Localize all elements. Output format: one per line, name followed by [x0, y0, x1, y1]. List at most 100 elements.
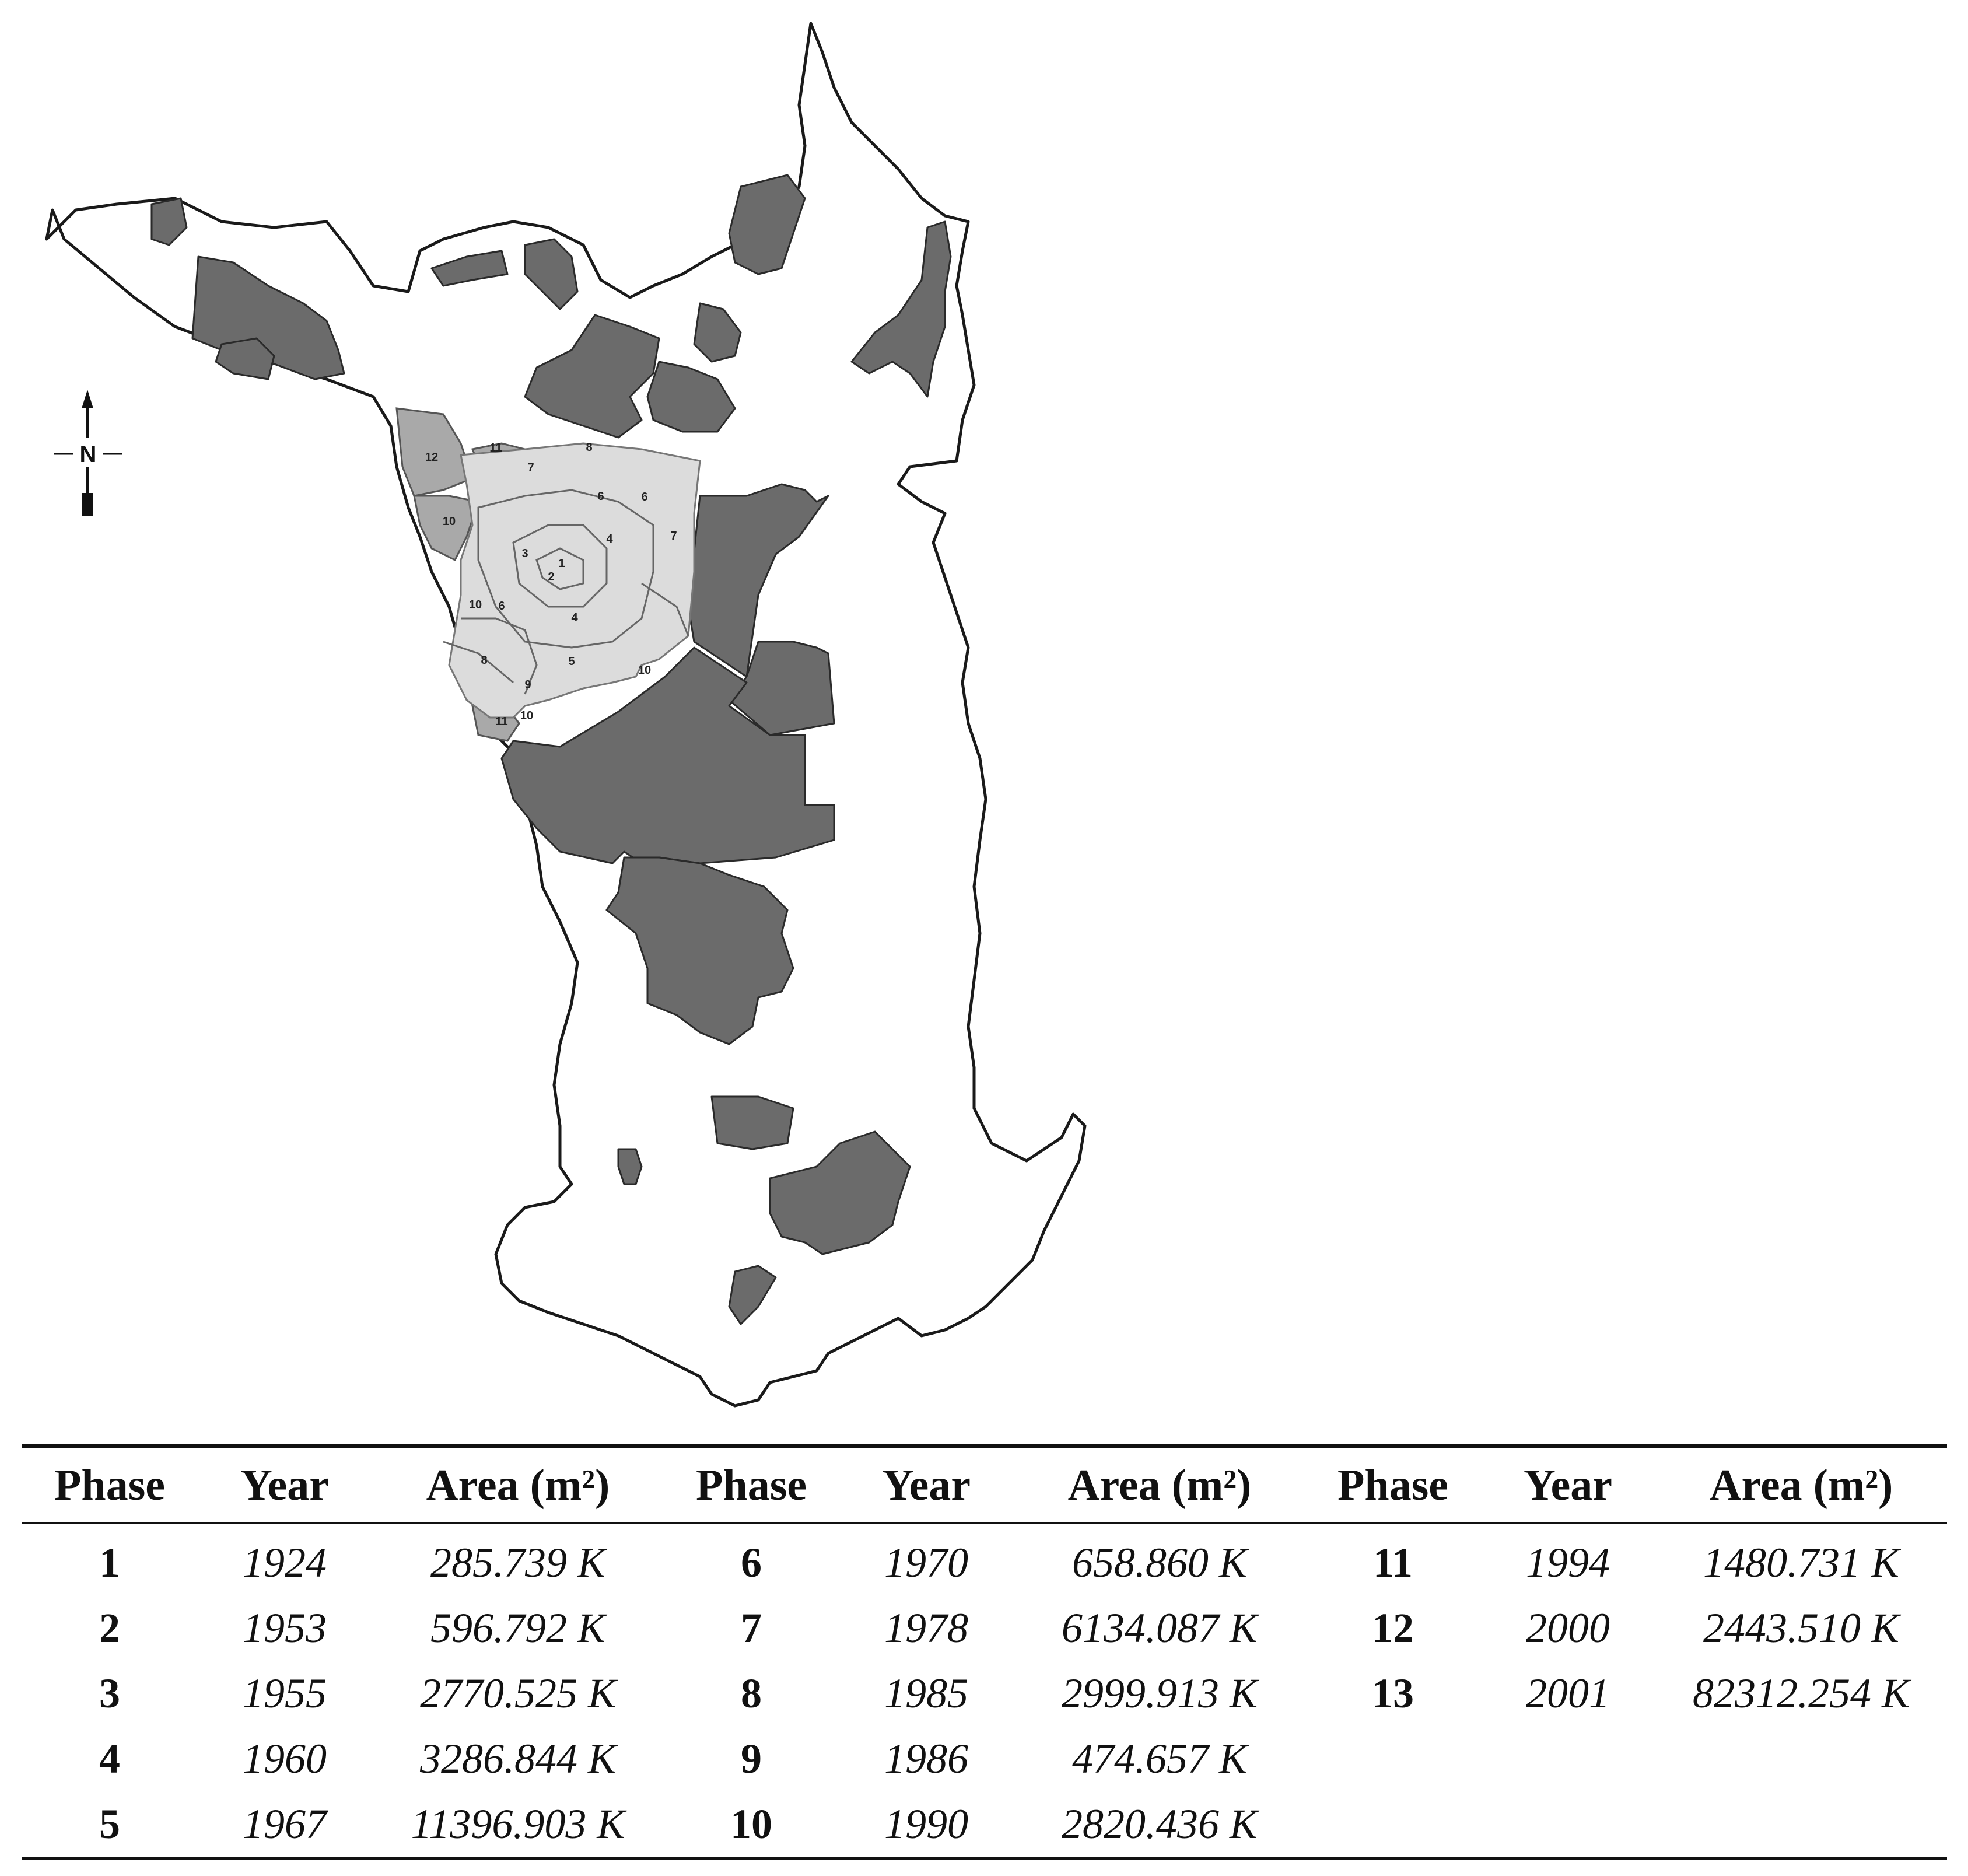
area-cell — [1655, 1791, 1947, 1857]
table-row: 2 1953 596.792 K 7 1978 6134.087 K 12 20… — [22, 1595, 1947, 1661]
map-phase-label: 11 — [489, 442, 502, 454]
phase-cell — [1305, 1726, 1480, 1791]
area-cell: 82312.254 K — [1692, 1670, 1910, 1717]
phase-cell: 4 — [99, 1735, 120, 1782]
map-phase-label: 10 — [469, 598, 482, 611]
phase-13-area — [430, 250, 509, 287]
map-phase-label: 12 — [425, 451, 438, 464]
map-phase-label: 6 — [641, 491, 647, 503]
area-cell: 2820.436 K — [1061, 1800, 1258, 1847]
map-phase-label: 6 — [498, 600, 505, 612]
map-phase-label: 8 — [586, 441, 592, 454]
header-phase: Phase — [1305, 1448, 1480, 1524]
phase-cell: 3 — [99, 1670, 120, 1717]
header-year: Year — [197, 1448, 372, 1524]
phase-13-area — [500, 646, 835, 864]
area-cell: 658.860 K — [1071, 1539, 1248, 1586]
table-header-row: Phase Year Area (m²) Phase Year Area (m²… — [22, 1448, 1947, 1524]
year-cell: 1986 — [884, 1735, 968, 1782]
map-phase-label: 5 — [568, 655, 575, 668]
phase-13-area — [710, 1096, 794, 1150]
map-phase-label: 10 — [443, 515, 456, 528]
year-cell: 2000 — [1526, 1604, 1610, 1651]
phase-13-area — [605, 856, 794, 1045]
table-row: 5 1967 11396.903 K 10 1990 2820.436 K — [22, 1791, 1947, 1857]
area-cell: 3286.844 K — [419, 1735, 617, 1782]
phase-13-area — [524, 238, 579, 310]
map-phase-label: 9 — [524, 678, 531, 691]
phase-core-division — [512, 524, 608, 608]
phase-13-area — [728, 1265, 777, 1325]
year-cell: 1994 — [1526, 1539, 1610, 1586]
map-phase-label: 7 — [670, 530, 677, 542]
phase-13-area — [617, 1148, 643, 1185]
phase-cell: 2 — [99, 1604, 120, 1651]
area-cell: 2443.510 K — [1703, 1604, 1900, 1651]
area-cell: 474.657 K — [1071, 1735, 1248, 1782]
area-cell: 1480.731 K — [1703, 1539, 1900, 1586]
table-row: 4 1960 3286.844 K 9 1986 474.657 K — [22, 1726, 1947, 1791]
phase-cell: 11 — [1372, 1539, 1413, 1586]
map-phase-label: 3 — [521, 547, 528, 560]
phase-13-area — [687, 483, 829, 678]
phase-core-division — [477, 489, 654, 649]
year-cell: 1967 — [243, 1800, 327, 1847]
phase-core-division — [461, 617, 538, 695]
table-row: 3 1955 2770.525 K 8 1985 2999.913 K 13 2… — [22, 1661, 1947, 1726]
phase-10-area — [413, 495, 479, 562]
header-area: Area (m²) — [1655, 1448, 1947, 1524]
phase-cell — [1305, 1791, 1480, 1857]
phase-area-table: Phase Year Area (m²) Phase Year Area (m²… — [22, 1448, 1947, 1857]
phase-7-area — [448, 442, 701, 719]
area-cell: 2999.913 K — [1061, 1670, 1258, 1717]
year-cell: 1978 — [884, 1604, 968, 1651]
header-area: Area (m²) — [372, 1448, 664, 1524]
phase-cell: 13 — [1372, 1670, 1414, 1717]
map-phase-label: 10 — [638, 664, 651, 677]
phase-cell: 12 — [1372, 1604, 1414, 1651]
phase-13-area — [769, 1130, 911, 1255]
phase-12-area — [395, 407, 474, 497]
year-cell: 1990 — [884, 1800, 968, 1847]
table-row: 1 1924 285.739 K 6 1970 658.860 K 11 199… — [22, 1524, 1947, 1596]
year-cell: 1953 — [243, 1604, 327, 1651]
header-year: Year — [1480, 1448, 1655, 1524]
phase-table-container: Phase Year Area (m²) Phase Year Area (m²… — [22, 1444, 1947, 1860]
phase-cell: 6 — [741, 1539, 762, 1586]
phase-cell: 8 — [741, 1670, 762, 1717]
phase-cell: 5 — [99, 1800, 120, 1847]
area-cell: 6134.087 K — [1061, 1604, 1258, 1651]
phase-13-area — [728, 174, 806, 275]
phase-cell: 9 — [741, 1735, 762, 1782]
north-arrow-icon: N — [54, 390, 122, 516]
phase-cell: 10 — [730, 1800, 772, 1847]
year-cell: 1955 — [243, 1670, 327, 1717]
phase-core-division — [641, 582, 689, 636]
phase-core-division — [535, 547, 584, 590]
header-phase: Phase — [22, 1448, 197, 1524]
map-phase-label: 6 — [597, 490, 604, 503]
year-cell — [1480, 1726, 1655, 1791]
year-cell: 1960 — [243, 1735, 327, 1782]
map-phase-label: 7 — [527, 461, 534, 474]
area-cell: 596.792 K — [430, 1604, 606, 1651]
header-year: Year — [839, 1448, 1014, 1524]
table-top-rule — [22, 1444, 1947, 1448]
area-cell: 285.739 K — [430, 1539, 606, 1586]
area-cell — [1655, 1726, 1947, 1791]
phase-13-area — [693, 302, 742, 363]
phase-cell: 1 — [99, 1539, 120, 1586]
phase-13-area — [850, 220, 952, 398]
phase-core-division — [443, 640, 514, 684]
phase-13-area — [646, 360, 736, 433]
map-phase-label: 10 — [520, 709, 533, 722]
year-cell — [1480, 1791, 1655, 1857]
area-cell: 2770.525 K — [419, 1670, 617, 1717]
map-phase-label: 2 — [548, 570, 554, 583]
header-phase: Phase — [664, 1448, 839, 1524]
phase-13-area — [524, 314, 660, 439]
map-phase-label: 4 — [571, 611, 578, 624]
map-phase-label: 1 — [558, 557, 565, 570]
phase-cell: 7 — [741, 1604, 762, 1651]
map-phase-label: 4 — [606, 533, 613, 545]
